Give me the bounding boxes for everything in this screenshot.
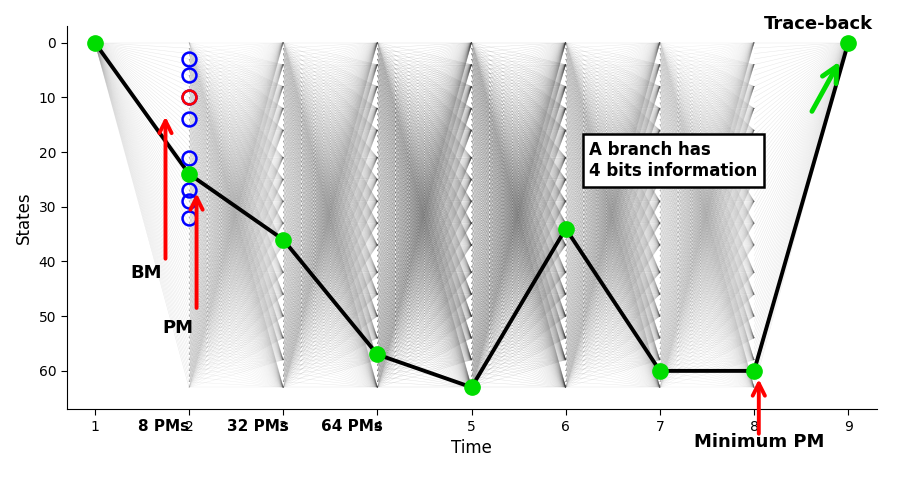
Text: Trace-back: Trace-back bbox=[763, 15, 871, 33]
Text: 8 PMs: 8 PMs bbox=[138, 419, 189, 434]
Text: A branch has
4 bits information: A branch has 4 bits information bbox=[589, 141, 757, 180]
Y-axis label: States: States bbox=[15, 191, 33, 244]
Text: 64 PMs: 64 PMs bbox=[321, 419, 382, 434]
Text: BM: BM bbox=[131, 264, 162, 282]
X-axis label: Time: Time bbox=[451, 439, 492, 457]
Text: PM: PM bbox=[162, 319, 193, 336]
Text: 32 PMs: 32 PMs bbox=[226, 419, 289, 434]
Text: Minimum PM: Minimum PM bbox=[693, 433, 824, 451]
